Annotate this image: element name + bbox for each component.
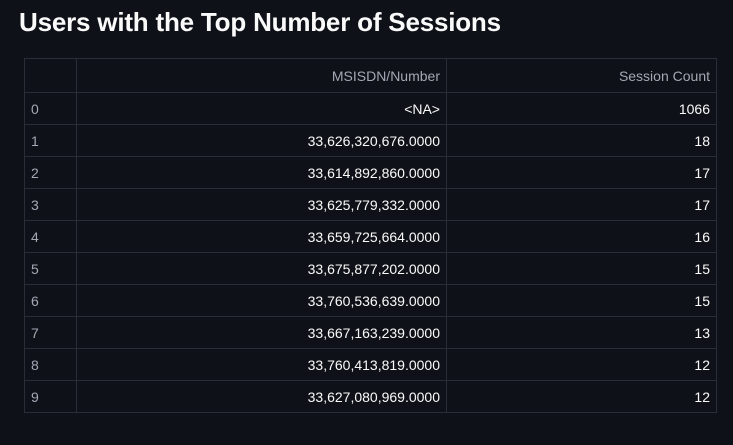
row-index-cell[interactable]: 5 (24, 252, 77, 285)
session-count-cell[interactable]: 1066 (446, 92, 717, 125)
session-count-cell[interactable]: 17 (446, 156, 717, 189)
session-count-column-header[interactable]: Session Count (446, 58, 717, 93)
row-index-cell[interactable]: 7 (24, 316, 77, 349)
table-row: 2 33,614,892,860.0000 17 (24, 156, 717, 189)
msisdn-cell[interactable]: 33,659,725,664.0000 (76, 220, 447, 253)
msisdn-cell[interactable]: 33,667,163,239.0000 (76, 316, 447, 349)
table-row: 0 <NA> 1066 (24, 92, 717, 125)
row-index-cell[interactable]: 6 (24, 284, 77, 317)
row-index-cell[interactable]: 3 (24, 188, 77, 221)
header-row: MSISDN/Number Session Count (24, 58, 717, 93)
row-index-cell[interactable]: 8 (24, 348, 77, 381)
session-count-cell[interactable]: 16 (446, 220, 717, 253)
msisdn-column-header[interactable]: MSISDN/Number (76, 58, 447, 93)
msisdn-cell[interactable]: <NA> (76, 92, 447, 125)
session-count-cell[interactable]: 13 (446, 316, 717, 349)
msisdn-cell[interactable]: 33,625,779,332.0000 (76, 188, 447, 221)
session-count-cell[interactable]: 15 (446, 252, 717, 285)
data-table[interactable]: MSISDN/Number Session Count 0 <NA> 1066 1 33… (24, 58, 717, 413)
msisdn-cell[interactable]: 33,675,877,202.0000 (76, 252, 447, 285)
msisdn-cell[interactable]: 33,626,320,676.0000 (76, 124, 447, 157)
table-row: 5 33,675,877,202.0000 15 (24, 252, 717, 285)
row-index-cell[interactable]: 9 (24, 380, 77, 413)
msisdn-cell[interactable]: 33,760,413,819.0000 (76, 348, 447, 381)
sessions-table: MSISDN/Number Session Count 0 <NA> 1066 1 33… (24, 58, 717, 413)
row-index-cell[interactable]: 0 (24, 92, 77, 125)
session-count-cell[interactable]: 12 (446, 380, 717, 413)
session-count-cell[interactable]: 15 (446, 284, 717, 317)
session-count-cell[interactable]: 17 (446, 188, 717, 221)
msisdn-cell[interactable]: 33,614,892,860.0000 (76, 156, 447, 189)
row-index-cell[interactable]: 1 (24, 124, 77, 157)
msisdn-cell[interactable]: 33,627,080,969.0000 (76, 380, 447, 413)
session-count-cell[interactable]: 18 (446, 124, 717, 157)
table-row: 1 33,626,320,676.0000 18 (24, 124, 717, 157)
msisdn-cell[interactable]: 33,760,536,639.0000 (76, 284, 447, 317)
table-row: 8 33,760,413,819.0000 12 (24, 348, 717, 381)
table-row: 7 33,667,163,239.0000 13 (24, 316, 717, 349)
session-count-cell[interactable]: 12 (446, 348, 717, 381)
table-row: 4 33,659,725,664.0000 16 (24, 220, 717, 253)
table-row: 3 33,625,779,332.0000 17 (24, 188, 717, 221)
page-title: Users with the Top Number of Sessions (19, 7, 501, 37)
table-row: 9 33,627,080,969.0000 12 (24, 380, 717, 413)
table-body: 0 <NA> 1066 1 33,626,320,676.0000 18 2 33,614,8… (24, 92, 717, 413)
row-index-cell[interactable]: 4 (24, 220, 77, 253)
index-column-header[interactable] (24, 58, 77, 93)
table-header: MSISDN/Number Session Count (24, 58, 717, 93)
row-index-cell[interactable]: 2 (24, 156, 77, 189)
table-row: 6 33,760,536,639.0000 15 (24, 284, 717, 317)
